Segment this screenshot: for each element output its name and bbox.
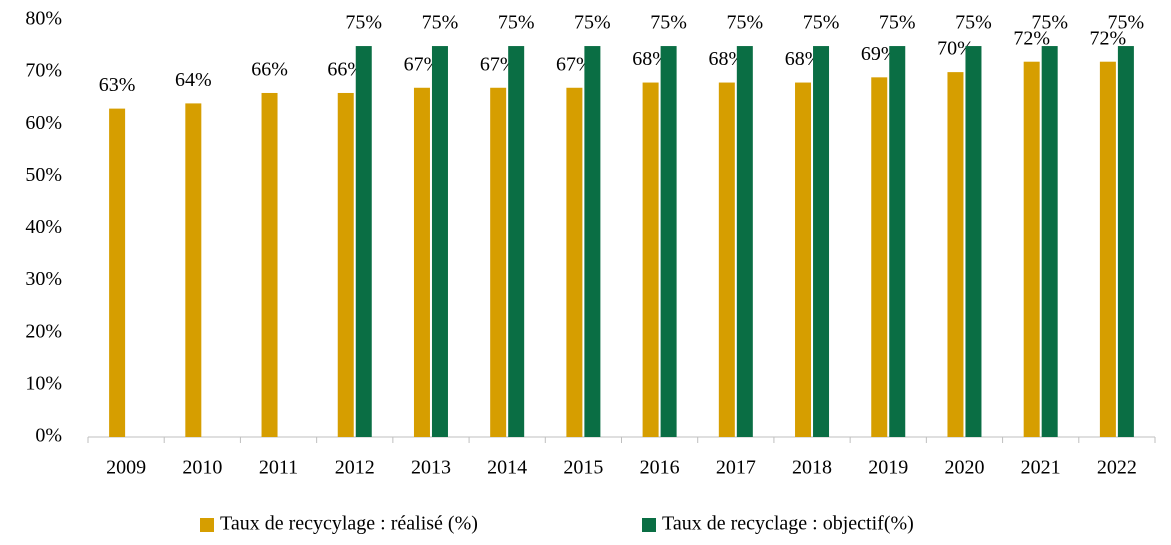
data-label: 63%	[99, 74, 136, 96]
bar	[508, 46, 525, 437]
data-label: 69%	[861, 43, 898, 65]
bar	[1041, 46, 1058, 437]
bar	[795, 82, 812, 438]
data-label: 72%	[1013, 27, 1050, 49]
data-label: 66%	[327, 59, 364, 81]
x-tick-label: 2015	[563, 457, 603, 479]
x-tick-label: 2020	[944, 457, 984, 479]
data-label: 75%	[1108, 12, 1145, 34]
bar	[1023, 61, 1040, 437]
x-tick-label: 2011	[259, 457, 298, 479]
y-tick-label: 70%	[25, 60, 62, 82]
bar	[413, 87, 430, 437]
x-tick-label: 2013	[411, 457, 451, 479]
x-tick-label: 2010	[182, 457, 222, 479]
data-label: 68%	[632, 48, 669, 70]
legend-label: Taux de recyclage : objectif(%)	[662, 513, 914, 535]
data-label: 66%	[251, 59, 288, 81]
bar	[261, 92, 278, 437]
bar	[889, 46, 906, 437]
bar	[718, 82, 735, 438]
data-label: 75%	[422, 12, 459, 34]
bar	[642, 82, 659, 438]
data-label: 70%	[937, 38, 974, 60]
bar	[431, 46, 448, 437]
data-label: 75%	[345, 12, 382, 34]
x-tick-label: 2009	[106, 457, 146, 479]
data-label: 68%	[708, 48, 745, 70]
bar	[965, 46, 982, 437]
legend-swatch	[642, 518, 656, 532]
bar	[1099, 61, 1116, 437]
legend-label: Taux de recycylage : réalisé (%)	[220, 513, 478, 535]
data-label: 68%	[785, 48, 822, 70]
y-tick-label: 80%	[25, 8, 62, 30]
x-tick-label: 2019	[868, 457, 908, 479]
bar	[871, 77, 888, 438]
data-label: 75%	[1031, 12, 1068, 34]
data-label: 75%	[650, 12, 687, 34]
x-tick-label: 2021	[1021, 457, 1061, 479]
data-label: 75%	[574, 12, 611, 34]
data-label: 75%	[803, 12, 840, 34]
bar	[1117, 46, 1134, 437]
y-tick-label: 10%	[25, 372, 62, 394]
bar	[584, 46, 601, 437]
legend-swatch	[200, 518, 214, 532]
data-label: 75%	[726, 12, 763, 34]
data-label: 67%	[556, 53, 593, 75]
bar	[736, 46, 753, 437]
data-label: 75%	[879, 12, 916, 34]
x-tick-label: 2022	[1097, 457, 1137, 479]
data-label: 72%	[1090, 27, 1127, 49]
y-tick-label: 30%	[25, 268, 62, 290]
data-label: 75%	[498, 12, 535, 34]
bar	[109, 108, 126, 438]
bar	[660, 46, 677, 437]
x-tick-label: 2012	[335, 457, 375, 479]
bar	[185, 103, 202, 438]
y-tick-label: 0%	[35, 425, 62, 447]
bar	[337, 92, 354, 437]
y-tick-label: 20%	[25, 320, 62, 342]
x-tick-label: 2018	[792, 457, 832, 479]
x-tick-label: 2014	[487, 457, 527, 479]
y-tick-label: 40%	[25, 216, 62, 238]
bar	[947, 72, 964, 437]
data-label: 67%	[404, 53, 441, 75]
data-label: 64%	[175, 69, 212, 91]
data-label: 67%	[480, 53, 517, 75]
data-label: 75%	[955, 12, 992, 34]
x-tick-label: 2016	[640, 457, 680, 479]
bar	[355, 46, 372, 437]
y-tick-label: 50%	[25, 164, 62, 186]
bar	[490, 87, 507, 437]
bar	[813, 46, 830, 437]
x-tick-label: 2017	[716, 457, 756, 479]
bar	[566, 87, 583, 437]
y-tick-label: 60%	[25, 112, 62, 134]
